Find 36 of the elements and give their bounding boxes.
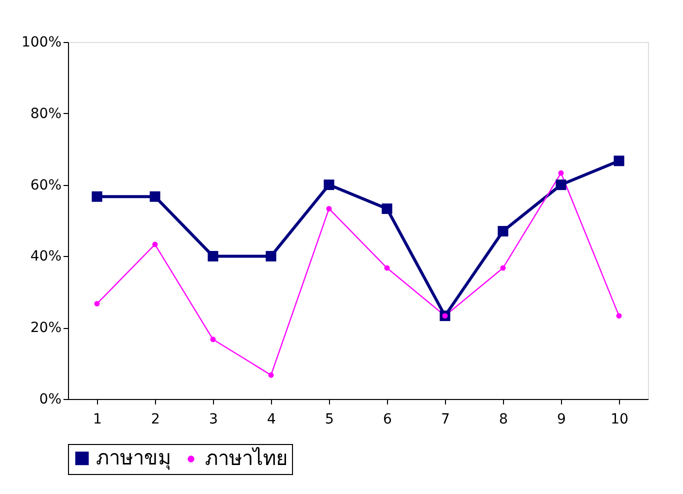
x-tick-label: 3 <box>209 412 218 428</box>
point <box>500 265 506 271</box>
point <box>210 336 216 342</box>
point <box>94 300 100 306</box>
x-tick-label: 7 <box>441 412 450 428</box>
point <box>384 265 390 271</box>
point <box>92 191 102 202</box>
y-tick-label: 80% <box>30 106 62 122</box>
point <box>326 206 332 212</box>
x-tick-label: 5 <box>325 412 334 428</box>
x-tick-label: 8 <box>499 412 508 428</box>
legend-label: ภาษาไทย <box>205 446 288 470</box>
x-tick-label: 10 <box>610 412 628 428</box>
y-tick-label: 100% <box>21 34 62 50</box>
x-tick-label: 1 <box>93 412 102 428</box>
point <box>382 203 392 214</box>
point <box>268 372 274 378</box>
x-tick-label: 2 <box>151 412 160 428</box>
point <box>558 170 564 176</box>
legend-label: ภาษาขมุ <box>96 445 171 470</box>
point <box>614 156 624 166</box>
point <box>498 226 508 236</box>
point <box>208 250 218 262</box>
point <box>324 180 334 190</box>
point <box>152 242 158 248</box>
point <box>616 313 622 319</box>
y-tick-label: 0% <box>39 392 62 408</box>
point <box>556 180 566 190</box>
y-tick-label: 60% <box>30 177 62 194</box>
x-tick-label: 6 <box>383 412 392 428</box>
x-tick-label: 4 <box>267 412 276 428</box>
y-tick-label: 20% <box>30 320 62 336</box>
point <box>150 191 160 202</box>
point <box>266 250 276 262</box>
x-tick-label: 9 <box>557 412 566 428</box>
y-tick-label: 40% <box>30 248 62 265</box>
